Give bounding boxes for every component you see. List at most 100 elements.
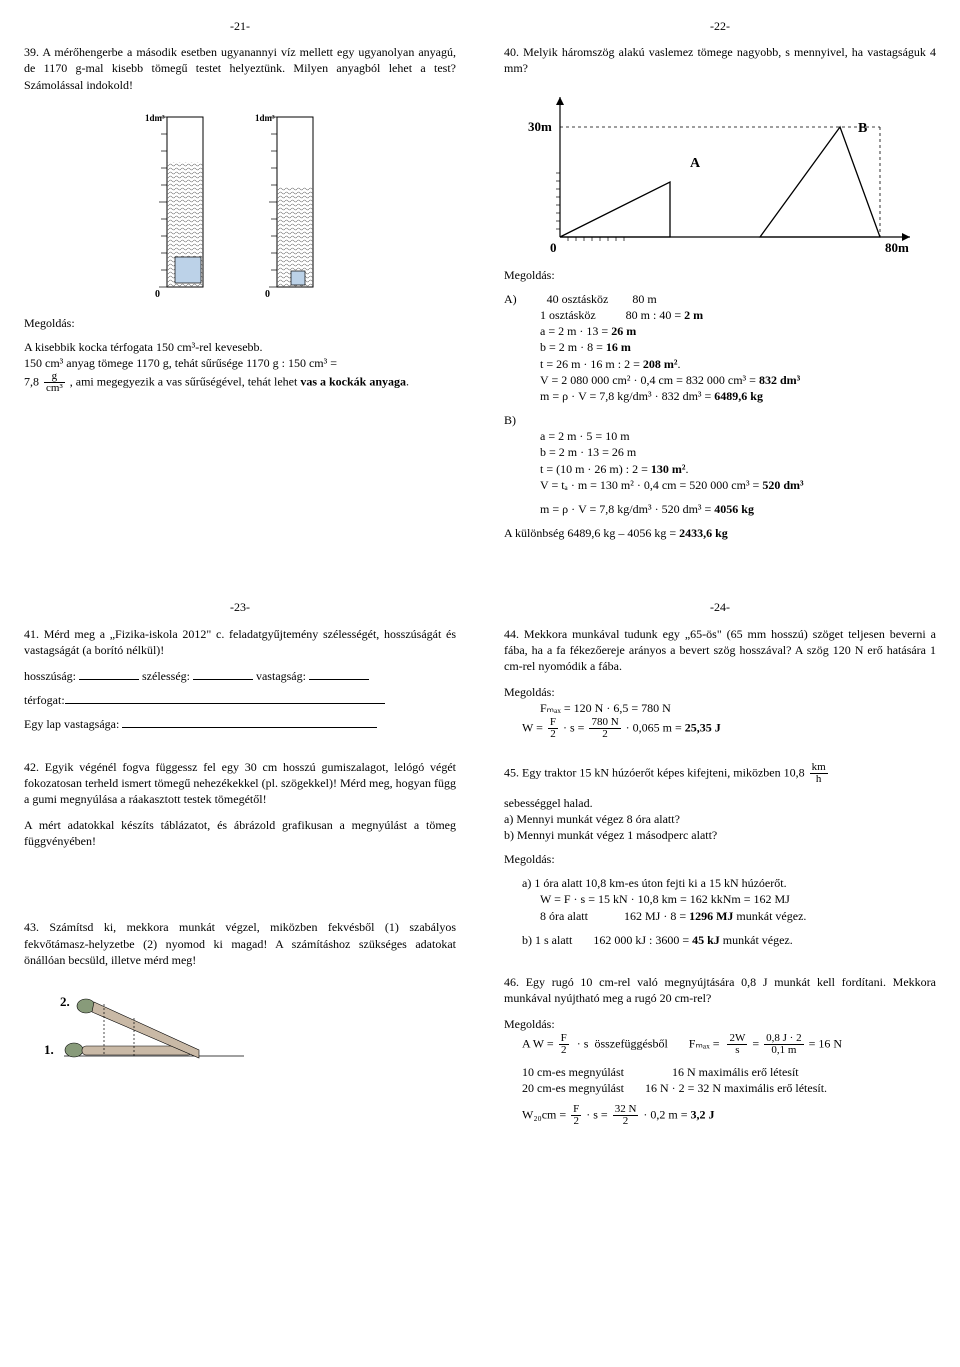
t: b) 1 s alatt 162 000 kJ : 3600 = <box>522 933 692 947</box>
q46-sol-label: Megoldás: <box>504 1016 936 1032</box>
q45-sol-label: Megoldás: <box>504 851 936 867</box>
t: Egy lap vastagsága: <box>24 717 122 731</box>
t: 45. Egy traktor 15 kN húzóerőt képes kif… <box>504 765 808 779</box>
t: munkát végez. <box>733 909 806 923</box>
t: 0,1 m <box>764 1044 803 1056</box>
q39-diagram: 1dm³ 0 <box>24 107 456 307</box>
q43-text: 43. Számítsd ki, mekkora munkát végzel, … <box>24 919 456 968</box>
t: 7,8 <box>24 375 42 389</box>
t: b) 1 s alatt 162 000 kJ : 3600 = 45 kJ m… <box>522 932 936 948</box>
t: 16 m <box>606 340 631 354</box>
t: 1296 MJ <box>689 909 733 923</box>
q40-diagram: 30m 80m 0 A B <box>504 87 936 257</box>
t: V = tₐ · m = 130 m² · 0,4 cm = 520 000 c… <box>540 478 762 492</box>
t: térfogat: <box>24 693 65 707</box>
t: 2 <box>571 1115 581 1127</box>
q45-b: sebességgel halad. <box>504 795 936 811</box>
q46-s4: W₂₀cm = F2 · s = 32 N2 · 0,2 m = 3,2 J <box>522 1104 936 1127</box>
t: . <box>685 462 688 476</box>
t: 2 <box>589 728 620 740</box>
t: 25,35 J <box>685 720 721 734</box>
q41-row3: Egy lap vastagsága: <box>24 716 456 732</box>
t: 6489,6 kg <box>714 389 763 403</box>
t: 1 osztásköz 80 m : 40 = <box>540 308 684 322</box>
t: 2 <box>548 728 558 740</box>
t: 2 <box>613 1115 639 1127</box>
t: s <box>727 1044 747 1056</box>
t: · 0,065 m = <box>626 720 685 734</box>
t: = 16 N <box>809 1036 842 1050</box>
q39-sol-label: Megoldás: <box>24 315 456 331</box>
q44-s2: W = F2 · s = 780 N2 · 0,065 m = 25,35 J <box>522 717 936 740</box>
t: W₂₀cm = <box>522 1107 569 1121</box>
t: t = 26 m · 16 m : 2 = <box>540 357 643 371</box>
t: a) 1 óra alatt 10,8 km-es úton fejti ki … <box>522 875 936 891</box>
cylinder-1: 1dm³ 0 <box>145 107 225 307</box>
t: A különbség 6489,6 kg – 4056 kg = <box>504 526 679 540</box>
t: 1 osztásköz 80 m : 40 = 2 m <box>540 307 936 323</box>
t: b = 2 m · 13 = 26 m <box>540 444 936 460</box>
t: km <box>810 762 828 773</box>
t: . <box>406 375 409 389</box>
cyl2-zero: 0 <box>265 289 270 300</box>
tri-a-label: A <box>690 156 701 171</box>
q41-row1: hosszúság: szélesség: vastagság: <box>24 668 456 684</box>
t: F <box>548 717 558 728</box>
t: W = F · s = 15 kN · 10,8 km = 162 kkNm =… <box>540 891 936 907</box>
t: 2433,6 kg <box>679 526 728 540</box>
q39-sol-l1: A kisebbik kocka térfogata 150 cm³-rel k… <box>24 339 456 355</box>
q45-d: b) Mennyi munkát végez 1 másodperc alatt… <box>504 827 936 843</box>
page-24: -24- 44. Mekkora munkával tudunk egy „65… <box>480 581 960 1167</box>
q39-sol-l2a: 150 cm³ anyag tömege 1170 g, tehát sűrűs… <box>24 355 456 371</box>
t: 780 N <box>589 717 620 728</box>
tri-b-label: B <box>858 121 867 136</box>
t: t = 26 m · 16 m : 2 = 208 m². <box>540 356 936 372</box>
q41-text: 41. Mérd meg a „Fizika-iskola 2012" c. f… <box>24 626 456 658</box>
t: 208 m² <box>643 357 678 371</box>
t: b = 2 m · 8 = 16 m <box>540 339 936 355</box>
t: 2W <box>727 1033 747 1044</box>
q39-text: 39. A mérőhengerbe a második esetben ugy… <box>24 44 456 93</box>
q44-text: 44. Mekkora munkával tudunk egy „65-ös" … <box>504 626 936 675</box>
axis-x-label: 80m <box>885 240 909 255</box>
t: · s = <box>563 720 587 734</box>
t: · s = <box>586 1107 610 1121</box>
q40-text: 40. Melyik háromszög alakú vaslemez töme… <box>504 44 936 76</box>
t: V = 2 080 000 cm² · 0,4 cm = 832 000 cm³… <box>540 372 936 388</box>
cyl1-zero: 0 <box>155 289 160 300</box>
q43-diagram: 1. 2. <box>34 978 456 1068</box>
t: A) <box>504 292 517 306</box>
t: 2 m <box>684 308 703 322</box>
t: V = 2 080 000 cm² · 0,4 cm = 832 000 cm³… <box>540 373 759 387</box>
t: t = (10 m · 26 m) : 2 = <box>540 462 651 476</box>
q44-sol-label: Megoldás: <box>504 684 936 700</box>
t: szélesség: <box>142 669 193 683</box>
t: h <box>810 773 828 785</box>
t: 45 kJ <box>692 933 720 947</box>
t: 832 dm³ <box>759 373 800 387</box>
page-21: -21- 39. A mérőhengerbe a második esetbe… <box>0 0 480 581</box>
t: · 0,2 m = <box>643 1107 690 1121</box>
t: a = 2 m · 13 = 26 m <box>540 323 936 339</box>
t: t = (10 m · 26 m) : 2 = 130 m². <box>540 461 936 477</box>
t: a = 2 m · 5 = 10 m <box>540 428 936 444</box>
t: · s összefüggésből Fₘₐₓ = <box>574 1036 723 1050</box>
t: g <box>44 371 65 382</box>
t: 130 m² <box>651 462 686 476</box>
q42-text: 42. Egyik végénél fogva függessz fel egy… <box>24 759 456 808</box>
t: m = ρ · V = 7,8 kg/dm³ · 832 dm³ = <box>540 389 714 403</box>
t: F <box>559 1033 569 1044</box>
t: m = ρ · V = 7,8 kg/dm³ · 520 dm³ = <box>540 502 714 516</box>
t: b = 2 m · 8 = <box>540 340 606 354</box>
t: 40 osztásköz 80 m <box>547 292 657 306</box>
cyl2-top-label: 1dm³ <box>255 113 275 123</box>
t: cm³ <box>44 382 65 394</box>
q39-sol-l2b: 7,8 gcm³ , ami megegyezik a vas sűrűségé… <box>24 371 456 394</box>
t: 20 cm-es megnyúlást 16 N · 2 = 32 N maxi… <box>522 1080 936 1096</box>
t: . <box>677 357 680 371</box>
t: 4056 kg <box>714 502 754 516</box>
t: , ami megegyezik a vas sűrűségével, tehá… <box>70 375 301 389</box>
origin-label: 0 <box>550 240 557 255</box>
pos2-label: 2. <box>60 994 70 1009</box>
page-number: -23- <box>24 599 456 615</box>
